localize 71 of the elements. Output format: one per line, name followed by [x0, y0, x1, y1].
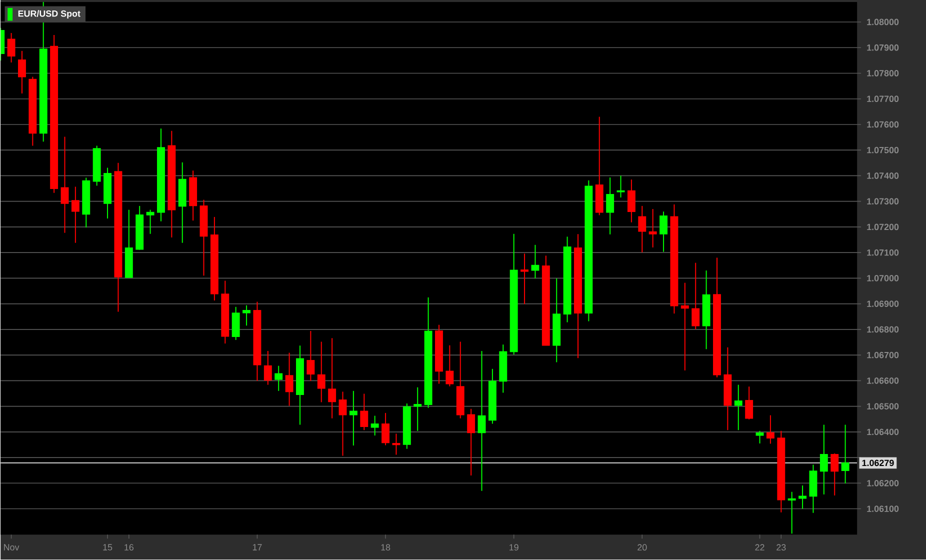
y-tick-label: 1.06900: [867, 300, 899, 308]
x-tick-label: 22: [755, 544, 764, 551]
candlestick: [660, 211, 668, 252]
x-tick-label: 23: [776, 544, 786, 551]
candlestick: [734, 384, 742, 431]
candlestick: [264, 350, 272, 386]
candlestick: [71, 186, 80, 244]
y-tick-label: 1.06700: [867, 352, 899, 358]
y-tick-label: 1.07700: [867, 96, 899, 102]
y-tick-label: 1.07800: [867, 70, 899, 77]
y-tick-label: 1.06500: [867, 403, 899, 410]
candlestick: [338, 391, 347, 456]
candlestick: [446, 344, 454, 387]
x-tick-label: 17: [252, 544, 262, 551]
y-tick-label: 1.06800: [867, 326, 899, 333]
candlestick: [766, 414, 774, 444]
candlestick: [680, 282, 689, 372]
candlestick: [627, 179, 636, 224]
candlestick: [349, 390, 358, 446]
candlestick: [328, 338, 336, 420]
candlestick: [414, 387, 422, 432]
x-tick-label: 18: [381, 544, 390, 551]
candlestick: [638, 206, 646, 253]
candlestick: [841, 424, 850, 484]
candlestick: [60, 136, 69, 234]
candlestick: [648, 208, 657, 248]
ref-line-label: 1.06279: [862, 460, 894, 466]
candlestick: [7, 32, 16, 64]
candlestick: [606, 177, 614, 236]
candlestick: [756, 430, 764, 444]
y-tick-label: 1.06400: [867, 428, 899, 436]
candlestick: [830, 453, 839, 496]
x-tick-label: 20: [638, 544, 647, 551]
y-tick-label: 1.07200: [867, 224, 899, 230]
candlestick: [520, 253, 529, 305]
candlestick: [274, 365, 283, 392]
candlestick: [370, 415, 379, 436]
y-tick-label: 1.07900: [867, 44, 899, 51]
x-tick-label: 16: [124, 544, 134, 551]
candlestick: [392, 433, 400, 456]
y-tick-label: 1.07500: [867, 147, 899, 154]
y-tick-label: 1.07100: [867, 250, 899, 256]
candlestick: [692, 262, 700, 330]
y-tick-label: 1.07000: [867, 275, 899, 282]
candlestick: [820, 424, 828, 496]
candlestick: [382, 412, 390, 446]
legend-label: EUR/USD Spot: [18, 10, 80, 19]
candlestick: [317, 341, 326, 403]
y-tick-label: 1.06100: [867, 506, 899, 512]
y-tick-label: 1.06200: [867, 480, 899, 487]
candlestick: [232, 306, 240, 341]
candlestick: [616, 175, 625, 198]
x-tick-label: 19: [510, 544, 518, 551]
y-tick-label: 1.08000: [867, 18, 899, 26]
candlestick: [306, 330, 315, 382]
candlestick: [531, 244, 540, 280]
candlestick: [146, 209, 154, 235]
x-tick-label: 15: [103, 544, 112, 551]
candlestick: [242, 305, 250, 326]
candlestick: [285, 352, 294, 406]
candlestick: [745, 386, 754, 420]
y-tick-label: 1.07400: [867, 172, 899, 180]
x-tick-label: Nov: [4, 544, 20, 551]
candlestick: [478, 350, 486, 492]
y-tick-label: 1.07300: [867, 198, 899, 205]
candlestick: [788, 492, 796, 534]
y-tick-label: 1.07600: [867, 121, 899, 128]
candlestick: [360, 393, 368, 431]
y-tick-label: 1.06600: [867, 378, 899, 384]
candlestick: [18, 50, 26, 94]
candlestick: [467, 408, 476, 476]
